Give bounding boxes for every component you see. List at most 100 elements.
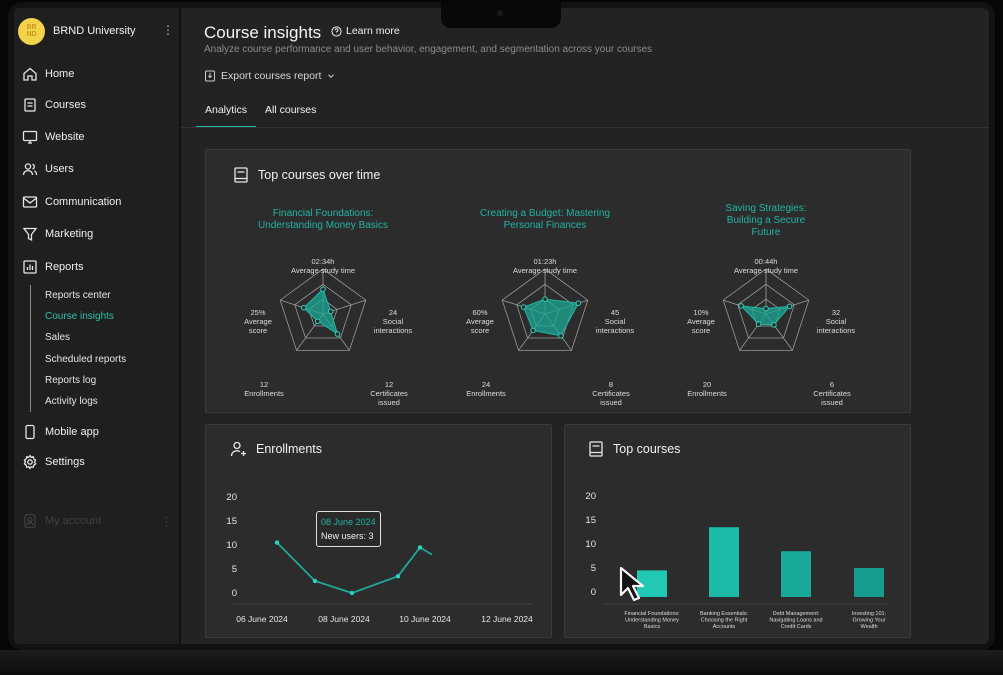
mobile-icon <box>25 424 35 440</box>
x-category-label: Accounts <box>713 624 736 630</box>
radar-grid-ring <box>737 283 795 339</box>
radar-point <box>520 304 527 310</box>
radar-point <box>771 322 777 328</box>
users-icon <box>22 163 38 176</box>
more-vertical-icon[interactable]: ⋮ <box>161 515 172 528</box>
top-courses-over-time-title: Top courses over time <box>232 166 380 184</box>
bar[interactable] <box>637 570 667 597</box>
x-tick-label: 10 June 2024 <box>399 614 451 624</box>
social-value: 32 <box>831 308 841 317</box>
subnav-reports-center[interactable]: Reports center <box>45 290 111 302</box>
radar-area <box>303 288 339 336</box>
social-value: 24 <box>388 308 398 317</box>
subnav-course-insights[interactable]: Course insights <box>45 311 114 323</box>
brand-logo: BRND <box>18 17 45 45</box>
social-label: Social <box>825 317 847 326</box>
bar[interactable] <box>854 568 884 597</box>
subnav-reports-log[interactable]: Reports log <box>45 374 97 386</box>
sidebar-item-settings[interactable]: Settings <box>22 451 85 473</box>
bar[interactable] <box>709 527 739 597</box>
x-category-label: Credit Cards <box>781 624 812 630</box>
radar-point <box>738 303 744 309</box>
y-tick-label: 15 <box>226 516 237 527</box>
radar-point <box>558 333 564 339</box>
page-title: Course insights <box>204 23 322 42</box>
learn-more-link[interactable]: Learn more <box>331 25 400 37</box>
x-category-label: Growing Your <box>852 618 885 624</box>
camera-icon <box>497 10 503 16</box>
score-value: 10% <box>693 308 709 317</box>
data-point[interactable] <box>417 545 423 550</box>
radar-point <box>763 305 769 312</box>
sidebar-item-home[interactable]: Home <box>22 63 74 85</box>
brand-switcher[interactable]: BRND BRND University ⋮ <box>18 17 176 45</box>
sidebar-item-communication[interactable]: Communication <box>22 191 121 213</box>
more-vertical-icon[interactable]: ⋮ <box>162 23 174 37</box>
mail-icon <box>22 196 38 208</box>
sidebar-item-reports[interactable]: Reports <box>22 256 84 278</box>
score-label: score <box>691 326 711 335</box>
certificates-label: issued <box>378 398 400 407</box>
export-label: Export courses report <box>221 70 322 82</box>
y-tick-label: 0 <box>591 587 596 598</box>
social-label: Social <box>382 317 404 326</box>
enrollments-value: 24 <box>481 380 491 389</box>
enrollments-line-chart: 0 5 10 15 20 06 June 2024 08 June 2024 10 June … <box>226 492 533 624</box>
subnav-sales[interactable]: Sales <box>45 332 71 344</box>
sidebar-item-mobile-app[interactable]: Mobile app <box>22 421 99 443</box>
data-point[interactable] <box>349 590 355 596</box>
study-time-label: Average study time <box>290 266 356 275</box>
social-label: interactions <box>816 326 856 335</box>
radar-area <box>739 305 791 326</box>
radar-point <box>530 327 536 334</box>
sidebar-item-users[interactable]: Users <box>22 158 74 180</box>
sidebar-item-courses[interactable]: Courses <box>22 94 86 116</box>
score-value: 60% <box>472 308 488 317</box>
data-point[interactable] <box>312 578 318 584</box>
export-courses-report-dropdown[interactable]: Export courses report <box>204 70 341 82</box>
study-time-value: 02:34h <box>311 257 335 266</box>
y-tick-label: 5 <box>591 563 596 574</box>
bar[interactable] <box>781 551 811 597</box>
y-tick-label: 10 <box>226 540 237 551</box>
data-point[interactable] <box>274 540 280 545</box>
radar-point <box>320 286 326 293</box>
radar-point <box>334 331 341 337</box>
score-label: score <box>470 326 490 335</box>
camera-notch <box>441 2 561 28</box>
score-value: 25% <box>250 308 266 317</box>
sidebar-item-label: Marketing <box>45 228 94 240</box>
study-time-label: Average study time <box>512 266 578 275</box>
radar-grid-ring <box>294 283 352 339</box>
y-tick-label: 20 <box>226 492 237 503</box>
certificates-label: Certificates <box>813 389 851 398</box>
subnav-scheduled-reports[interactable]: Scheduled reports <box>45 353 127 365</box>
tab-analytics[interactable]: Analytics <box>196 98 257 128</box>
subnav-activity-logs[interactable]: Activity logs <box>45 396 98 408</box>
social-label: Social <box>604 317 626 326</box>
y-tick-label: 5 <box>232 564 237 575</box>
my-account[interactable]: My account ⋮ <box>22 513 172 529</box>
export-file-icon <box>205 70 215 82</box>
x-category-label: Financial Foundations: <box>624 611 680 617</box>
data-point[interactable] <box>395 574 401 579</box>
social-label: interactions <box>595 326 635 335</box>
sidebar-item-website[interactable]: Website <box>22 126 85 148</box>
enrollments-label: Enrollments <box>244 389 284 398</box>
monitor-icon <box>22 130 38 144</box>
x-tick-label: 08 June 2024 <box>318 614 370 624</box>
sidebar: BRND BRND University ⋮ Home Courses Webs… <box>14 8 181 644</box>
radar-chart <box>722 268 810 351</box>
enrollments-value: 20 <box>702 380 712 389</box>
radar-area <box>522 298 580 337</box>
radar-grid-ring <box>722 268 810 351</box>
tab-all-courses[interactable]: All courses <box>265 104 317 116</box>
tooltip-date: 08 June 2024 <box>321 517 376 527</box>
sidebar-item-label: Reports <box>45 261 84 273</box>
certificates-value: 12 <box>384 380 394 389</box>
x-category-label: Wealth <box>860 624 877 630</box>
tooltip-value: New users: 3 <box>321 531 374 541</box>
app-screen: BRND BRND University ⋮ Home Courses Webs… <box>14 8 989 644</box>
my-account-label: My account <box>45 515 102 527</box>
sidebar-item-marketing[interactable]: Marketing <box>22 223 93 245</box>
